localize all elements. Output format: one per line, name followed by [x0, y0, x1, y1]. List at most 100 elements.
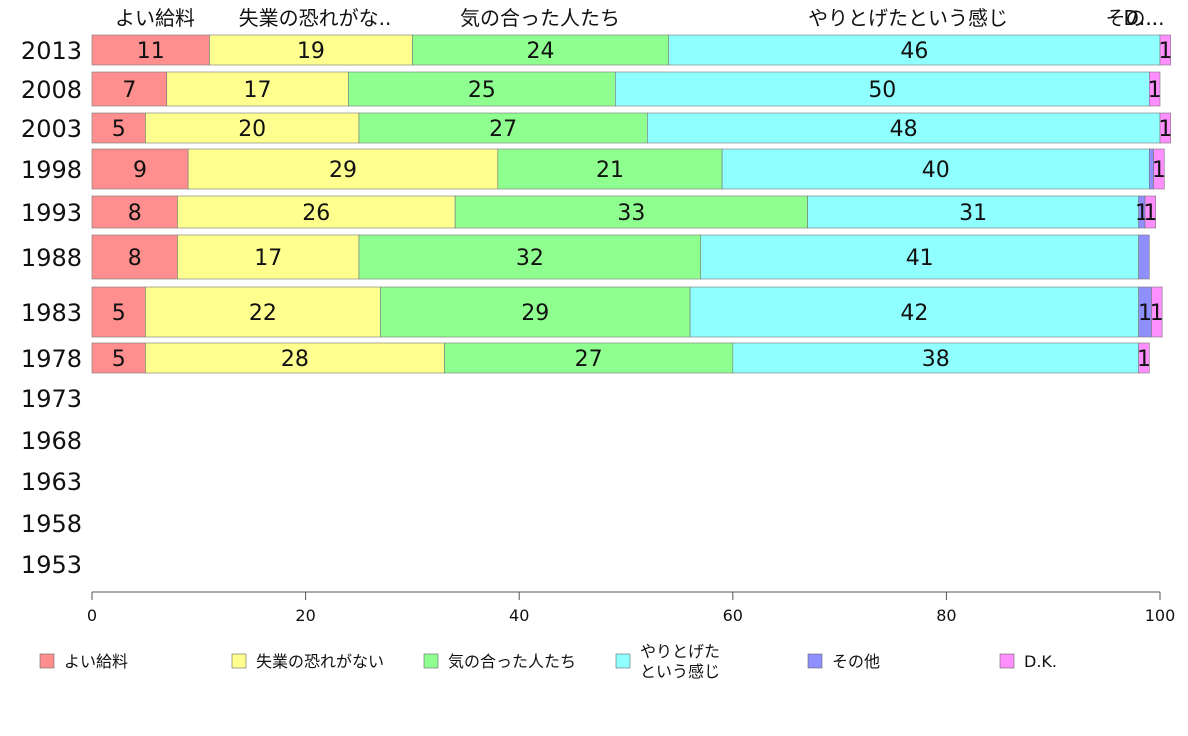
data-label: 25 — [468, 78, 496, 103]
legend-item: その他 — [807, 652, 880, 671]
data-label: 41 — [906, 246, 934, 271]
legend-label: その他 — [832, 652, 880, 671]
legend-swatch — [39, 653, 55, 669]
legend-swatch — [423, 653, 439, 669]
data-label: 7 — [122, 78, 136, 103]
data-label: 1 — [1138, 301, 1152, 326]
data-label: 27 — [489, 117, 517, 142]
data-label: 11 — [137, 39, 165, 64]
year-label: 1983 — [21, 299, 82, 327]
bar-segment — [497, 148, 723, 190]
bar-segment — [444, 342, 734, 374]
data-label: 40 — [922, 158, 950, 183]
bar-segment — [166, 71, 349, 107]
data-label: 28 — [281, 347, 309, 372]
bar-segment — [807, 195, 1139, 229]
legend-item: 失業の恐れがない — [231, 652, 384, 671]
bar-row: 5 28 27 38 1 — [91, 342, 1151, 374]
year-label: 1968 — [21, 427, 82, 455]
data-label: 38 — [922, 347, 950, 372]
bar-segment — [91, 112, 146, 144]
data-label: 26 — [302, 201, 330, 226]
data-label: 1 — [1152, 158, 1166, 183]
data-label: 1 — [1137, 347, 1151, 372]
data-label: 1 — [1143, 201, 1157, 226]
data-label: 17 — [244, 78, 272, 103]
bar-segment — [145, 286, 381, 338]
data-label: 1 — [1148, 78, 1162, 103]
data-label: 32 — [516, 246, 544, 271]
bar-segment — [348, 71, 616, 107]
bar-segment — [668, 34, 1161, 66]
legend-swatch — [615, 653, 631, 669]
bar-segment — [689, 286, 1139, 338]
bar-segment — [187, 148, 499, 190]
year-label: 2008 — [21, 76, 82, 104]
bar-row: 8 17 32 41 — [91, 234, 1150, 280]
data-label: 8 — [128, 246, 142, 271]
data-label: 50 — [868, 78, 896, 103]
data-label: 29 — [329, 158, 357, 183]
year-label: 1963 — [21, 468, 82, 496]
column-header: 気の合った人たち — [460, 6, 620, 30]
year-labels: 2013 2008 2003 1998 1993 1988 1983 1978 1973 1968… — [21, 37, 82, 579]
data-label: 48 — [890, 117, 918, 142]
x-tick-label: 20 — [295, 606, 315, 625]
data-label: 5 — [112, 301, 126, 326]
legend-label: よい給料 — [64, 652, 128, 671]
data-label: 1 — [1158, 39, 1172, 64]
data-label: 20 — [238, 117, 266, 142]
bar-segment — [358, 112, 648, 144]
bar-segment — [91, 234, 178, 280]
bar-segment — [91, 342, 146, 374]
bar-row: 5 20 27 48 1 — [91, 112, 1172, 144]
bar-segment — [209, 34, 413, 66]
year-label: 1988 — [21, 244, 82, 272]
bar-row: 7 17 25 50 1 — [91, 71, 1162, 107]
x-tick-label: 0 — [87, 606, 97, 625]
year-label: 1998 — [21, 156, 82, 184]
data-label: 46 — [900, 39, 928, 64]
year-label: 1978 — [21, 345, 82, 373]
bar-segment — [721, 148, 1150, 190]
year-label: 2003 — [21, 115, 82, 143]
data-label: 17 — [254, 246, 282, 271]
data-label: 31 — [959, 201, 987, 226]
year-label: 2013 — [21, 37, 82, 65]
data-label: 24 — [527, 39, 555, 64]
x-tick-label: 40 — [509, 606, 529, 625]
bar-segment — [145, 342, 445, 374]
legend-label: D.K. — [1024, 652, 1057, 671]
year-label: 1973 — [21, 385, 82, 413]
data-label: 1 — [1158, 117, 1172, 142]
data-label: 1 — [1150, 301, 1164, 326]
data-label: 22 — [249, 301, 277, 326]
data-label: 19 — [297, 39, 325, 64]
bar-segment — [732, 342, 1139, 374]
legend-swatch — [999, 653, 1015, 669]
legend-swatch — [807, 653, 823, 669]
legend: よい給料 失業の恐れがない 気の合った人たち やりとげたという感じ その他 D.K. — [39, 642, 1057, 681]
bar-segment — [91, 148, 189, 190]
column-header: 失業の恐れがな.. — [239, 6, 392, 30]
year-label: 1993 — [21, 199, 82, 227]
data-label: 9 — [133, 158, 147, 183]
column-header: やりとげたという感じ — [808, 6, 1008, 30]
bar-row: 5 22 29 42 11 — [91, 286, 1164, 338]
year-label: 1958 — [21, 510, 82, 538]
legend-item: やりとげたという感じ — [615, 642, 720, 681]
data-label: 33 — [617, 201, 645, 226]
legend-item: よい給料 — [39, 652, 128, 671]
bar-segment — [412, 34, 670, 66]
column-headers: よい給料 失業の恐れがな.. 気の合った人たち やりとげたという感じ その...D... — [115, 6, 1165, 30]
bar-segment — [1149, 71, 1161, 107]
bar-segment — [91, 34, 210, 66]
legend-label: 失業の恐れがない — [256, 652, 384, 671]
legend-item: 気の合った人たち — [423, 652, 576, 671]
year-label: 1953 — [21, 551, 82, 579]
column-header: D... — [1124, 6, 1158, 30]
bar-segment — [1144, 195, 1157, 229]
legend-swatch — [231, 653, 247, 669]
bar-segment — [91, 71, 168, 107]
